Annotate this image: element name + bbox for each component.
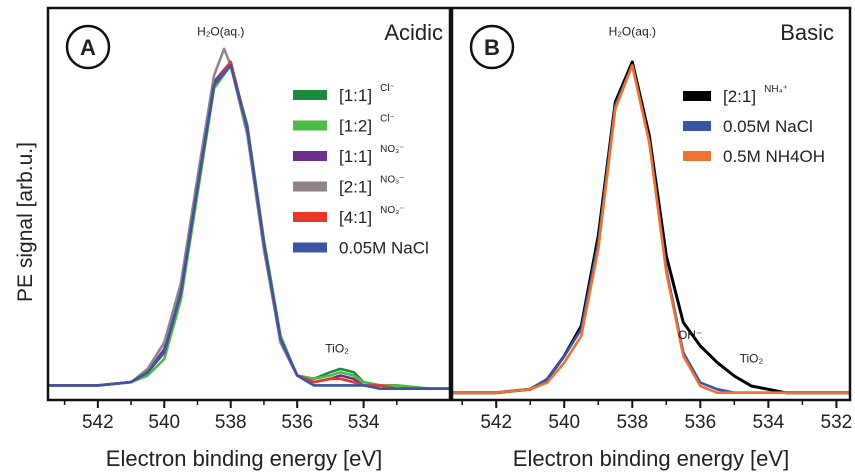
panel-b-annotation-1: OH⁻ bbox=[678, 328, 702, 342]
panel-a-x-tick-label-1: 540 bbox=[148, 412, 180, 433]
panel-b-series bbox=[452, 60, 850, 395]
panel-a-frame bbox=[46, 6, 452, 402]
panel-b-legend-swatch-2 bbox=[683, 151, 711, 161]
panel-a-legend-swatch-3 bbox=[293, 181, 327, 192]
panel-a-legend-label-3: [2:1] bbox=[339, 178, 372, 197]
panel-a-legend-label-5: 0.05M NaCl bbox=[339, 239, 429, 258]
panel-b-legend-swatch-0 bbox=[683, 91, 711, 101]
panel-a-x-ticks: 542 540 538 536 534 bbox=[63, 400, 398, 433]
panel-b: 542 540 538 536 534 532 H₂O(aq.) OH⁻ TiO₂ [2:1]… bbox=[450, 6, 853, 471]
panel-b-legend: [2:1] NH₄⁺ 0.05M NaCl 0.5M NH4OH bbox=[683, 84, 825, 166]
panel-a-x-tick-label-0: 542 bbox=[82, 412, 114, 433]
panel-b-annotation-0: H₂O(aq.) bbox=[609, 24, 656, 38]
panel-a-legend-label-0: [1:1] bbox=[339, 86, 372, 105]
panel-a-legend-label-4: [4:1] bbox=[339, 208, 372, 227]
panel-b-title: Basic bbox=[780, 20, 834, 45]
panel-a-x-tick-label-2: 538 bbox=[215, 412, 247, 433]
panel-a-title: Acidic bbox=[384, 20, 443, 45]
panel-b-series-line-2 bbox=[452, 64, 850, 395]
panel-b-x-tick-label-5: 532 bbox=[821, 412, 853, 433]
panel-a-x-tick-label-3: 536 bbox=[281, 412, 313, 433]
panel-b-x-axis-title: Electron binding energy [eV] bbox=[513, 446, 789, 471]
panel-b-badge-label: B bbox=[484, 35, 500, 60]
panel-b-x-tick-label-3: 536 bbox=[684, 412, 716, 433]
panel-a-x-axis-title: Electron binding energy [eV] bbox=[106, 446, 382, 471]
panel-a-legend-label-1: [1:2] bbox=[339, 117, 372, 136]
panel-b-annotation-2: TiO₂ bbox=[740, 352, 764, 366]
panel-b-x-tick-label-2: 538 bbox=[616, 412, 648, 433]
panel-b-x-ticks: 542 540 538 536 534 532 bbox=[461, 400, 853, 433]
panel-a-legend-swatch-4 bbox=[293, 212, 327, 222]
panel-a-series-line-2 bbox=[48, 60, 450, 391]
panel-a-legend-swatch-0 bbox=[293, 90, 327, 100]
panel-a-badge: A bbox=[65, 24, 111, 70]
panel-a-series-line-0 bbox=[48, 60, 450, 391]
panel-a-legend-swatch-1 bbox=[293, 120, 327, 131]
panel-b-legend-swatch-1 bbox=[683, 121, 711, 131]
panel-a-legend: [1:1] Cl⁻ [1:2] Cl⁻ [1:1] NO₃⁻ [2:1] NO₃⁻ [4:1] N… bbox=[293, 83, 429, 258]
panel-b-series-line-0 bbox=[452, 60, 850, 395]
panel-a-legend-swatch-5 bbox=[293, 242, 327, 253]
panel-b-annotations: H₂O(aq.) OH⁻ TiO₂ bbox=[609, 24, 764, 365]
panel-a: 542 540 538 536 534 H₂O(aq.)TiO₂ [1:1] Cl⁻[1:… bbox=[46, 6, 452, 471]
panel-a-annotations: H₂O(aq.) TiO₂ bbox=[197, 25, 349, 356]
panel-a-annotation-0: H₂O(aq.) bbox=[197, 25, 244, 39]
panel-a-legend-sup-1: Cl⁻ bbox=[380, 114, 395, 125]
panel-a-series-line-5 bbox=[48, 64, 450, 391]
panel-b-legend-label-1: 0.05M NaCl bbox=[723, 117, 813, 136]
panel-b-badge: B bbox=[469, 24, 515, 70]
y-axis-title: PE signal [arb.u.] bbox=[14, 142, 37, 302]
panel-a-x-tick-label-4: 534 bbox=[348, 412, 380, 433]
panel-b-legend-label-0: [2:1] bbox=[723, 87, 756, 106]
panel-a-legend-sup-4: NO₃⁻ bbox=[380, 205, 404, 216]
panel-a-legend-swatch-2 bbox=[293, 151, 327, 161]
panel-b-series-line-1 bbox=[452, 64, 850, 395]
panel-b-x-tick-label-0: 542 bbox=[480, 412, 512, 433]
panel-a-series-line-4 bbox=[48, 60, 450, 391]
panel-a-legend-sup-3: NO₃⁻ bbox=[380, 175, 404, 186]
panel-b-legend-sup-0: NH₄⁺ bbox=[764, 84, 788, 95]
panel-a-annotation-1: TiO₂ bbox=[325, 341, 349, 355]
panel-b-x-tick-label-4: 534 bbox=[753, 412, 785, 433]
panel-a-series-line-3 bbox=[48, 47, 450, 391]
panel-b-x-tick-label-1: 540 bbox=[548, 412, 580, 433]
panel-a-legend-sup-0: Cl⁻ bbox=[380, 83, 395, 94]
panel-b-legend-label-2: 0.5M NH4OH bbox=[723, 147, 825, 166]
panel-a-legend-sup-2: NO₃⁻ bbox=[380, 144, 404, 155]
panel-a-badge-label: A bbox=[80, 35, 96, 60]
panel-b-frame bbox=[450, 6, 852, 402]
panel-a-legend-label-2: [1:1] bbox=[339, 147, 372, 166]
panel-a-series bbox=[48, 47, 450, 391]
